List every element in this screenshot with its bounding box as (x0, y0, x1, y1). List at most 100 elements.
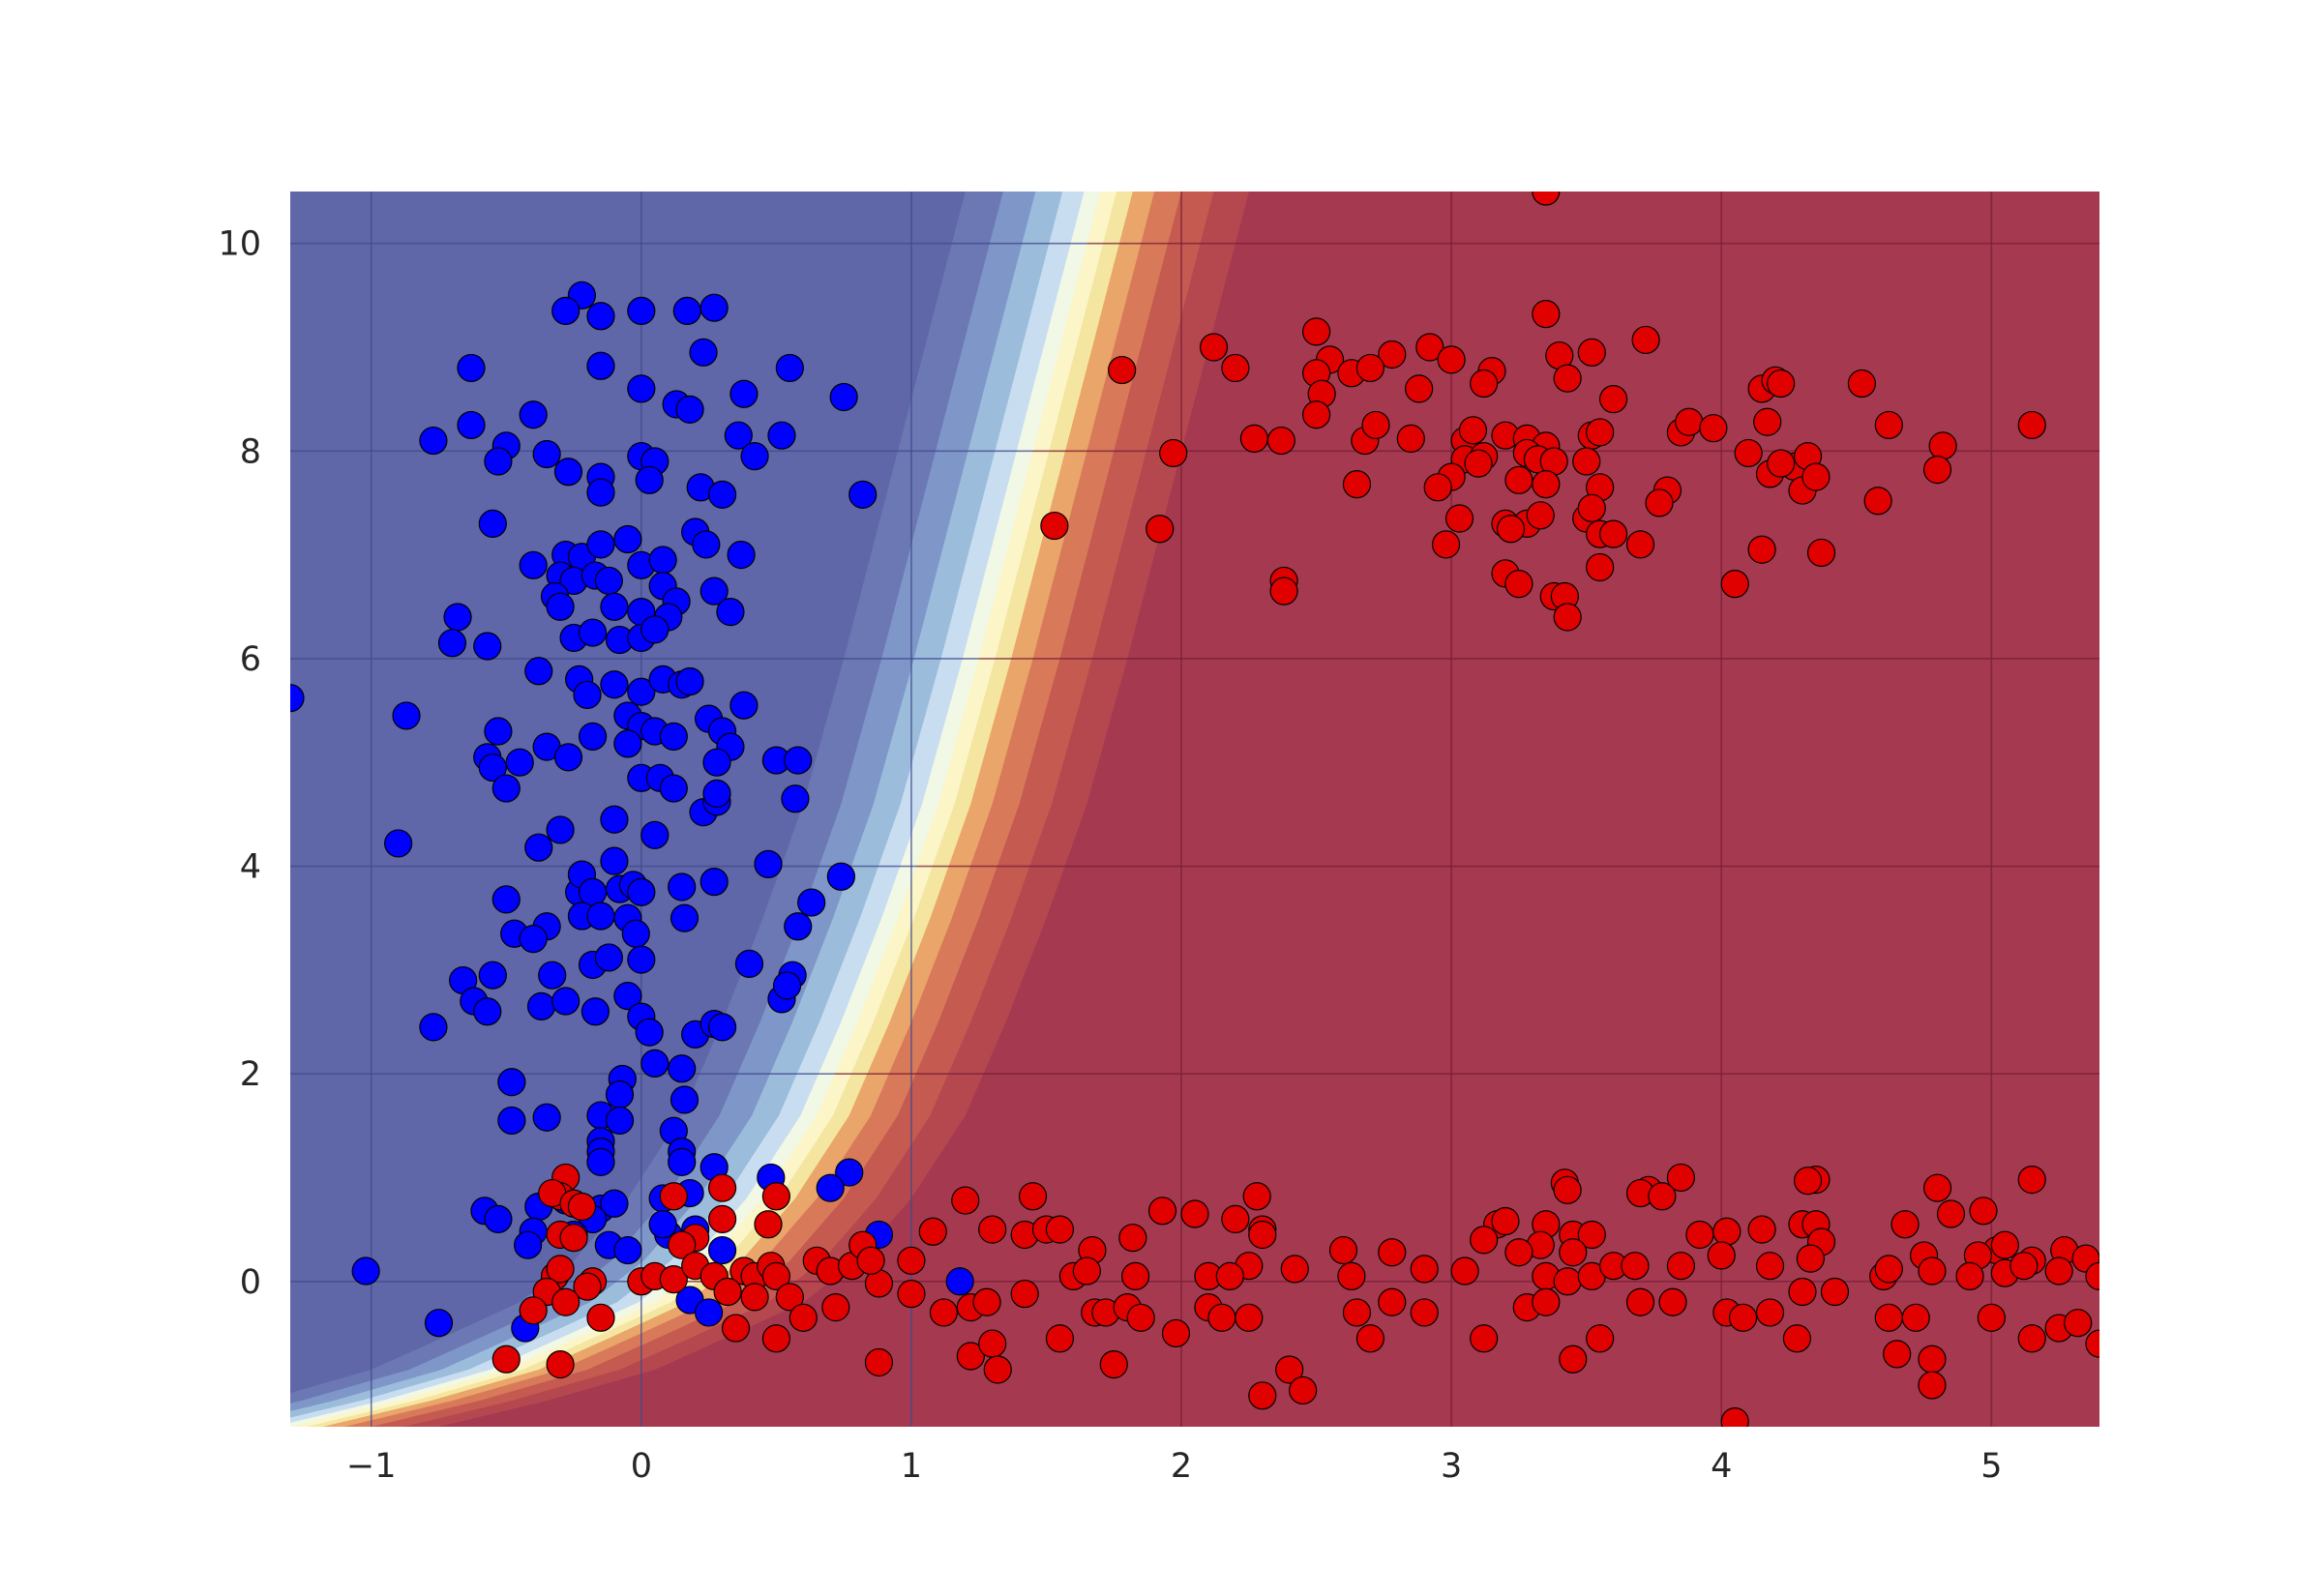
red-point (551, 1287, 580, 1316)
blue-point (670, 903, 700, 932)
red-point (956, 1342, 985, 1371)
red-point (1753, 407, 1782, 436)
blue-point (586, 1147, 615, 1176)
tick-labels: −1 0 1 2 3 4 5 0 2 4 6 8 10 (218, 225, 2002, 1486)
y-tick-label: 4 (240, 848, 261, 887)
red-point (1553, 1267, 1582, 1296)
blue-point (635, 1018, 664, 1047)
red-point (1242, 1182, 1271, 1211)
red-point (1301, 317, 1331, 346)
blue-point (532, 439, 561, 469)
red-point (1410, 1298, 1439, 1327)
red-point (1901, 1303, 1930, 1332)
blue-point (478, 509, 507, 538)
red-point (1734, 438, 1763, 468)
red-point (864, 1347, 894, 1377)
red-point (1118, 1224, 1147, 1253)
red-point (1342, 470, 1372, 499)
red-point (1072, 1256, 1101, 1286)
red-point (740, 1283, 769, 1312)
blue-point (392, 701, 421, 730)
blue-point (613, 524, 642, 554)
red-point (897, 1246, 926, 1275)
red-point (1431, 530, 1461, 559)
blue-point (668, 872, 697, 901)
red-point (978, 1215, 1007, 1244)
red-point (659, 1265, 688, 1294)
red-point (1361, 410, 1390, 440)
red-point (586, 1303, 615, 1332)
red-point (789, 1303, 818, 1332)
red-point (1874, 410, 1903, 440)
red-point (1504, 570, 1533, 599)
blue-point (648, 1210, 677, 1239)
red-point (1936, 1199, 1966, 1228)
blue-point (497, 1068, 526, 1097)
red-point (1018, 1182, 1048, 1211)
red-point (1010, 1280, 1039, 1309)
red-point (1108, 355, 1137, 385)
red-point (1458, 416, 1488, 445)
red-point (1491, 1206, 1520, 1236)
red-point (1788, 1277, 1817, 1307)
blue-point (484, 1204, 513, 1233)
blue-point (640, 820, 670, 849)
blue-point (473, 997, 502, 1026)
blue-point (775, 353, 804, 383)
red-point (918, 1217, 947, 1246)
red-point (1378, 340, 1407, 369)
red-point (1526, 501, 1555, 530)
red-point (775, 1283, 804, 1312)
red-point (1342, 1298, 1372, 1327)
boundary-band-11 (290, 192, 966, 1394)
red-point (761, 1324, 790, 1353)
red-point (1405, 374, 1434, 403)
red-point (1444, 504, 1474, 533)
blue-point (700, 293, 729, 322)
decision-regions (290, 192, 2099, 1427)
blue-point (586, 302, 615, 331)
red-point (2017, 410, 2046, 440)
red-point (1863, 487, 1892, 516)
red-point (519, 1296, 548, 1325)
red-point (1337, 1261, 1366, 1290)
red-point (1120, 1261, 1150, 1290)
blue-point (675, 395, 704, 424)
red-point (1890, 1210, 1920, 1239)
red-point (1269, 576, 1298, 606)
red-point (1755, 1298, 1785, 1327)
blue-point (659, 722, 688, 751)
blue-point (437, 629, 467, 658)
blue-point (627, 374, 656, 403)
blue-point (419, 1013, 448, 1042)
red-point (1685, 1220, 1714, 1250)
blue-point (627, 677, 656, 706)
blue-point (605, 1106, 635, 1136)
blue-point (600, 670, 629, 699)
blue-point (532, 1103, 561, 1132)
x-tick-label: 1 (901, 1447, 922, 1486)
red-point (1559, 1238, 1588, 1267)
red-point (2044, 1256, 2073, 1286)
blue-point (551, 296, 580, 326)
blue-point (797, 888, 826, 917)
red-point (1874, 1255, 1903, 1284)
blue-point (659, 774, 688, 803)
blue-point (635, 465, 664, 494)
red-point (1146, 515, 1175, 544)
red-point (1645, 488, 1674, 517)
blue-point (586, 530, 615, 559)
red-point (1820, 1277, 1850, 1307)
red-point (1199, 333, 1229, 362)
red-point (1918, 1371, 1947, 1400)
blue-point (729, 379, 759, 408)
red-point (1707, 1241, 1736, 1270)
red-point (567, 1192, 597, 1222)
blue-point (605, 1080, 635, 1109)
red-point (1410, 1255, 1439, 1284)
red-point (1532, 1287, 1561, 1316)
red-point (1275, 1355, 1304, 1384)
red-point (559, 1224, 588, 1253)
y-tick-label: 8 (240, 432, 261, 471)
